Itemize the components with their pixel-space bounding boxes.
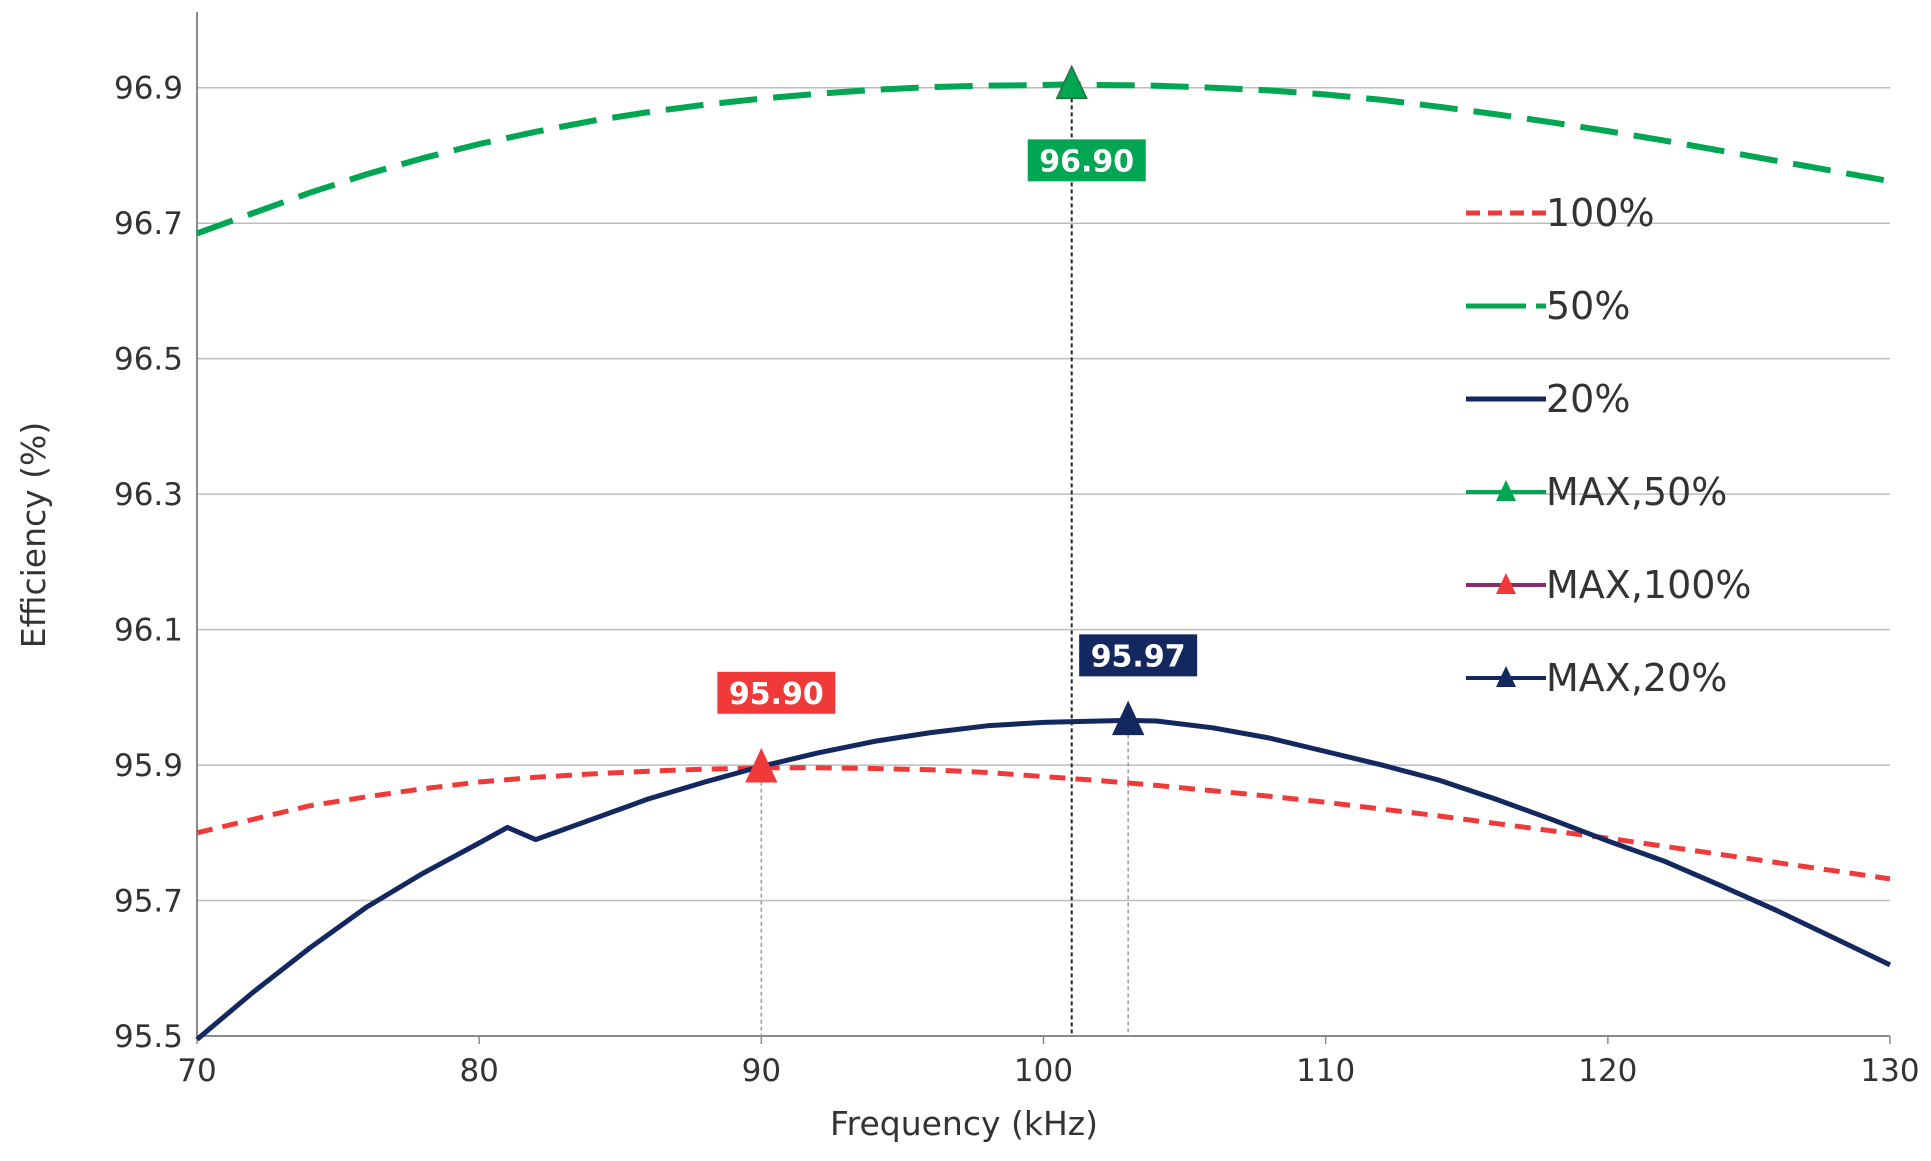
legend-label: MAX,100% xyxy=(1546,563,1752,607)
max-marker-MAX-50pct xyxy=(1055,64,1088,100)
legend-entry: 100% xyxy=(1466,191,1655,235)
legend: 100% 50% 20% MAX,50% MAX,100% MAX,20% xyxy=(1466,191,1752,700)
y-tick-label: 96.5 xyxy=(114,342,183,378)
max-markers xyxy=(745,64,1145,783)
legend-label: 20% xyxy=(1546,377,1630,421)
legend-label: MAX,50% xyxy=(1546,470,1727,514)
y-tick-label: 96.9 xyxy=(114,71,183,107)
series-line-100pct xyxy=(196,765,1891,882)
data-label: 96.90 xyxy=(1039,144,1134,179)
legend-entry: MAX,50% xyxy=(1466,470,1727,514)
axes: 95.5 95.7 95.9 96.1 96.3 96.5 96.7 96.9 70 80 90 10… xyxy=(114,12,1920,1089)
series-line-20pct xyxy=(195,717,1892,1042)
data-label: 95.90 xyxy=(729,677,824,712)
max-marker-MAX-20pct xyxy=(1111,700,1145,736)
data-label-box xyxy=(1027,139,1146,182)
y-tick-label: 95.5 xyxy=(114,1019,183,1055)
x-tick-label: 90 xyxy=(742,1053,781,1089)
y-tick-label: 96.3 xyxy=(114,477,183,513)
data-labels: 96.90 95.90 95.97 xyxy=(717,139,1198,714)
x-tick-label: 120 xyxy=(1578,1053,1637,1089)
legend-label: 100% xyxy=(1546,191,1655,235)
legend-swatch-marker xyxy=(1496,480,1516,501)
legend-entry: MAX,20% xyxy=(1466,656,1727,700)
x-tick-label: 100 xyxy=(1014,1053,1073,1089)
marker-guide-lines xyxy=(760,84,1129,1036)
x-tick-label: 80 xyxy=(459,1053,498,1089)
x-tick-label: 130 xyxy=(1860,1053,1919,1089)
y-tick-label: 95.7 xyxy=(114,884,183,920)
data-label-box xyxy=(1079,634,1198,677)
legend-entry: 20% xyxy=(1466,377,1630,421)
y-tick-label: 96.7 xyxy=(114,206,183,242)
legend-entry: 50% xyxy=(1466,284,1630,328)
x-tick-label: 70 xyxy=(177,1053,216,1089)
legend-label: MAX,20% xyxy=(1546,656,1727,700)
x-axis-label: Frequency (kHz) xyxy=(830,1104,1098,1143)
y-tick-label: 95.9 xyxy=(114,748,183,784)
legend-swatch-marker xyxy=(1496,573,1516,594)
legend-entry: MAX,100% xyxy=(1466,563,1752,607)
series-lines xyxy=(195,81,1892,1042)
max-marker-MAX-100pct xyxy=(745,748,778,783)
y-axis-label: Efficiency (%) xyxy=(14,422,53,649)
x-tick-label: 110 xyxy=(1296,1053,1355,1089)
y-tick-label: 96.1 xyxy=(114,613,183,649)
data-label-box xyxy=(717,671,836,714)
legend-label: 50% xyxy=(1546,284,1630,328)
series-line-50pct xyxy=(195,81,1891,237)
legend-swatch-marker xyxy=(1496,666,1516,687)
grid-lines xyxy=(197,86,1890,1037)
data-label: 95.97 xyxy=(1091,639,1186,674)
